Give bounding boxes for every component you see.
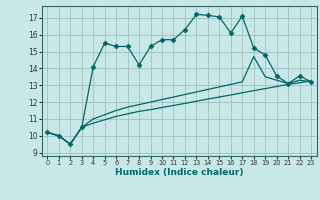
X-axis label: Humidex (Indice chaleur): Humidex (Indice chaleur): [115, 168, 244, 177]
